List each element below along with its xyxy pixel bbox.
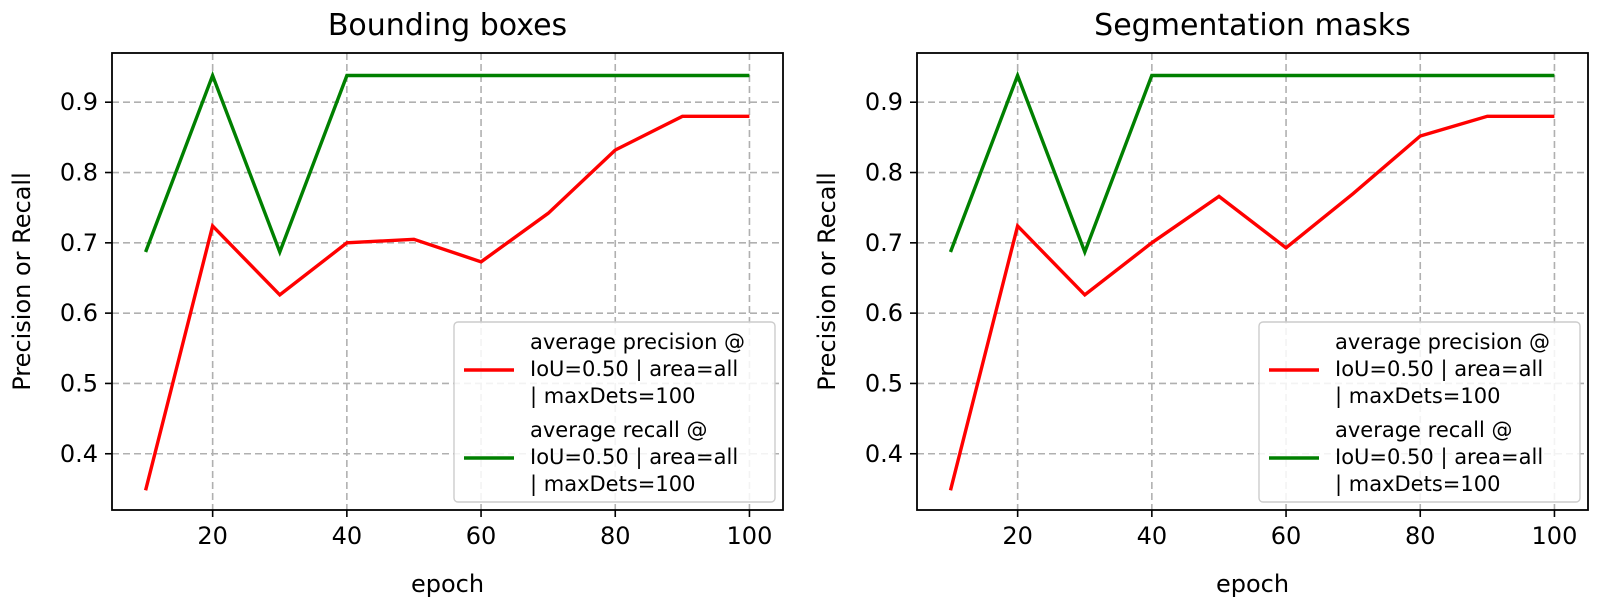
chart-1-ytick-label-5: 0.9 <box>60 88 98 116</box>
chart-1-series-precision-line <box>143 114 750 491</box>
chart-2-legend-precision-text-0: average precision @ <box>1335 330 1550 354</box>
chart-2-ytick-label-1: 0.5 <box>865 369 903 397</box>
chart-1-title: Bounding boxes <box>328 8 567 43</box>
chart-2: Segmentation masks 20 40 60 80 100 0.4 0.5 0.6 0.… <box>813 8 1589 598</box>
chart-1-legend-precision-text-2: | maxDets=100 <box>530 384 695 409</box>
chart-1-legend-recall-text-0: average recall @ <box>530 418 708 442</box>
chart-1-legend-recall-text-1: IoU=0.50 | area=all <box>530 445 738 470</box>
chart-2-series-precision-line <box>948 114 1555 491</box>
chart-1-xtick-label-2: 60 <box>466 522 497 550</box>
chart-2-axes-frame <box>916 52 1589 511</box>
chart-1-axes-frame <box>111 52 784 511</box>
chart-1-legend: average precision @IoU=0.50 | area=all| … <box>453 321 776 503</box>
chart-1: Bounding boxes 20 40 60 80 100 0.4 0.5 0.6 0.7 0.8… <box>8 8 784 598</box>
chart-2-ytick-label-5: 0.9 <box>865 88 903 116</box>
chart-2-legend-precision-text-2: | maxDets=100 <box>1335 384 1500 409</box>
chart-1-ylabel: Precision or Recall <box>8 172 36 391</box>
chart-2-ytick-label-0: 0.4 <box>865 440 903 468</box>
chart-2-xtick-label-4: 100 <box>1532 522 1578 550</box>
chart-1-ytick-label-4: 0.8 <box>60 159 98 187</box>
chart-2-legend-recall-text-0: average recall @ <box>1335 418 1513 442</box>
chart-1-legend-box <box>453 321 776 503</box>
chart-2-legend: average precision @IoU=0.50 | area=all| … <box>1258 321 1581 503</box>
chart-1-ytick-label-1: 0.5 <box>60 369 98 397</box>
chart-1-xlabel: epoch <box>411 570 484 598</box>
chart-1-xtick-label-1: 40 <box>332 522 363 550</box>
chart-2-ytick-label-3: 0.7 <box>865 229 903 257</box>
chart-2-legend-box <box>1258 321 1581 503</box>
chart-2-xtick-label-2: 60 <box>1271 522 1302 550</box>
chart-2-ylabel: Precision or Recall <box>813 172 841 391</box>
chart-1-ytick-label-3: 0.7 <box>60 229 98 257</box>
chart-1-ytick-label-0: 0.4 <box>60 440 98 468</box>
chart-1-xtick-label-4: 100 <box>727 522 773 550</box>
chart-1-series-recall-line <box>144 70 750 257</box>
chart-2-legend-recall-text-2: | maxDets=100 <box>1335 472 1500 497</box>
chart-2-legend-recall-text-1: IoU=0.50 | area=all <box>1335 445 1543 470</box>
chart-1-xtick-label-3: 80 <box>600 522 631 550</box>
chart-2-legend-precision-text-1: IoU=0.50 | area=all <box>1335 357 1543 382</box>
chart-2-xtick-label-3: 80 <box>1405 522 1436 550</box>
chart-2-xtick-label-1: 40 <box>1137 522 1168 550</box>
chart-2-ytick-label-4: 0.8 <box>865 159 903 187</box>
chart-1-ytick-label-2: 0.6 <box>60 299 98 327</box>
chart-1-xtick-label-0: 20 <box>197 522 228 550</box>
chart-1-legend-precision-text-0: average precision @ <box>530 330 745 354</box>
chart-2-xlabel: epoch <box>1216 570 1289 598</box>
chart-1-legend-recall-text-2: | maxDets=100 <box>530 472 695 497</box>
chart-2-title: Segmentation masks <box>1094 8 1411 43</box>
chart-2-ytick-label-2: 0.6 <box>865 299 903 327</box>
chart-2-series-recall-line <box>948 70 1555 257</box>
chart-1-legend-precision-text-1: IoU=0.50 | area=all <box>530 357 738 382</box>
chart-2-xtick-label-0: 20 <box>1002 522 1033 550</box>
